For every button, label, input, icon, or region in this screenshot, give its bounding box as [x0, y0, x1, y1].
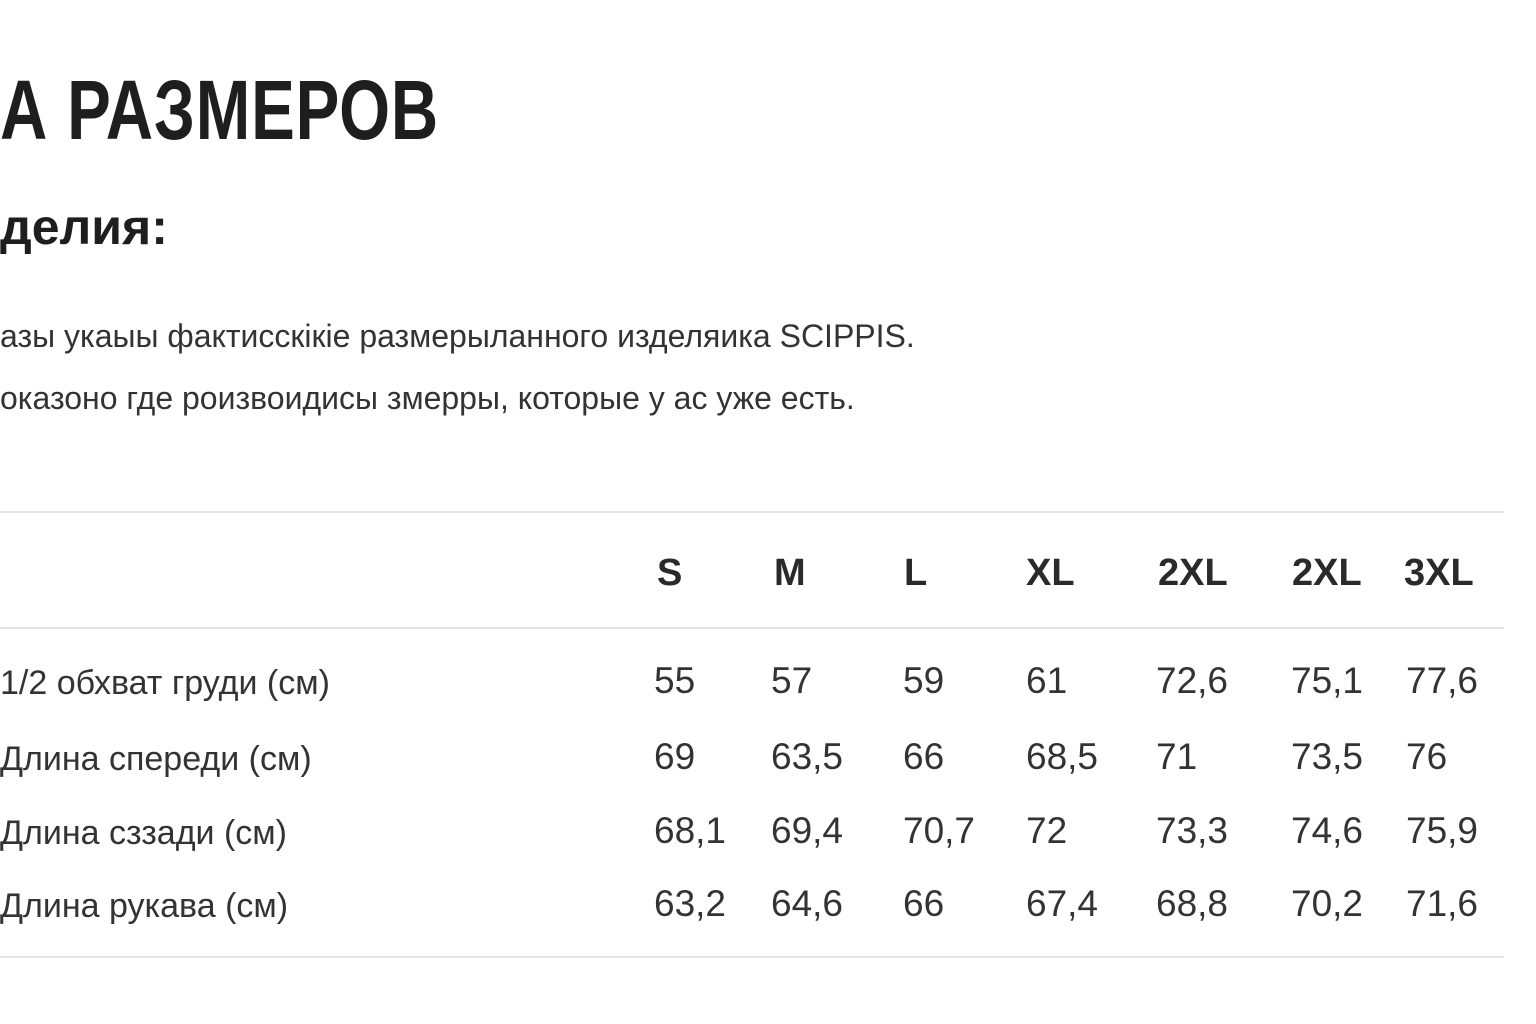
table-cell: 77,6 [1406, 660, 1479, 701]
table-cell: 73,5 [1291, 736, 1364, 777]
table-cell: 59 [903, 660, 945, 701]
row-label: Длина рукава (см) [0, 887, 289, 925]
table-cell: 70,7 [903, 810, 976, 851]
table-header-divider [0, 627, 1504, 629]
table-cell: 63,2 [654, 883, 727, 924]
table-cell: 69,4 [771, 810, 844, 851]
section-subtitle: делия: [0, 199, 168, 255]
size-header-2xl: 2XL [1292, 552, 1362, 594]
size-header-s: S [657, 552, 683, 594]
table-cell: 70,2 [1291, 883, 1364, 924]
size-header-l: L [904, 552, 928, 594]
table-cell: 68,1 [654, 810, 727, 851]
table-cell: 76 [1406, 736, 1448, 777]
table-cell: 71,6 [1406, 883, 1479, 924]
size-header-xl: XL [1026, 552, 1075, 594]
row-label: Длина сззади (см) [0, 814, 287, 852]
table-top-divider [0, 511, 1504, 513]
table-cell: 73,3 [1156, 810, 1229, 851]
table-cell: 72,6 [1156, 660, 1229, 701]
table-cell: 72 [1026, 810, 1068, 851]
row-label: 1/2 обхват груди (см) [0, 664, 330, 702]
table-cell: 67,4 [1026, 883, 1099, 924]
table-cell: 68,5 [1026, 736, 1099, 777]
table-cell: 66 [903, 736, 945, 777]
size-header-2xl: 2XL [1158, 552, 1228, 594]
row-label: Длина спереди (см) [0, 740, 312, 778]
table-cell: 61 [1026, 660, 1068, 701]
table-cell: 74,6 [1291, 810, 1364, 851]
table-cell: 75,9 [1406, 810, 1479, 851]
size-header-3xl: 3XL [1404, 552, 1474, 594]
table-cell: 64,6 [771, 883, 844, 924]
size-header-m: M [774, 552, 806, 594]
table-cell: 55 [654, 660, 696, 701]
description-line-2: оказоно где роизвоидисы змерры, которые … [0, 380, 855, 416]
table-cell: 63,5 [771, 736, 844, 777]
page-title: А РАЗМЕРОВ [0, 63, 440, 157]
table-bottom-divider [0, 956, 1504, 958]
table-cell: 57 [771, 660, 813, 701]
table-cell: 69 [654, 736, 696, 777]
table-cell: 68,8 [1156, 883, 1229, 924]
description-line-1: азы укаыы фактисскiкiе размерыланного из… [0, 318, 915, 354]
table-cell: 66 [903, 883, 945, 924]
table-cell: 75,1 [1291, 660, 1364, 701]
table-cell: 71 [1156, 736, 1198, 777]
